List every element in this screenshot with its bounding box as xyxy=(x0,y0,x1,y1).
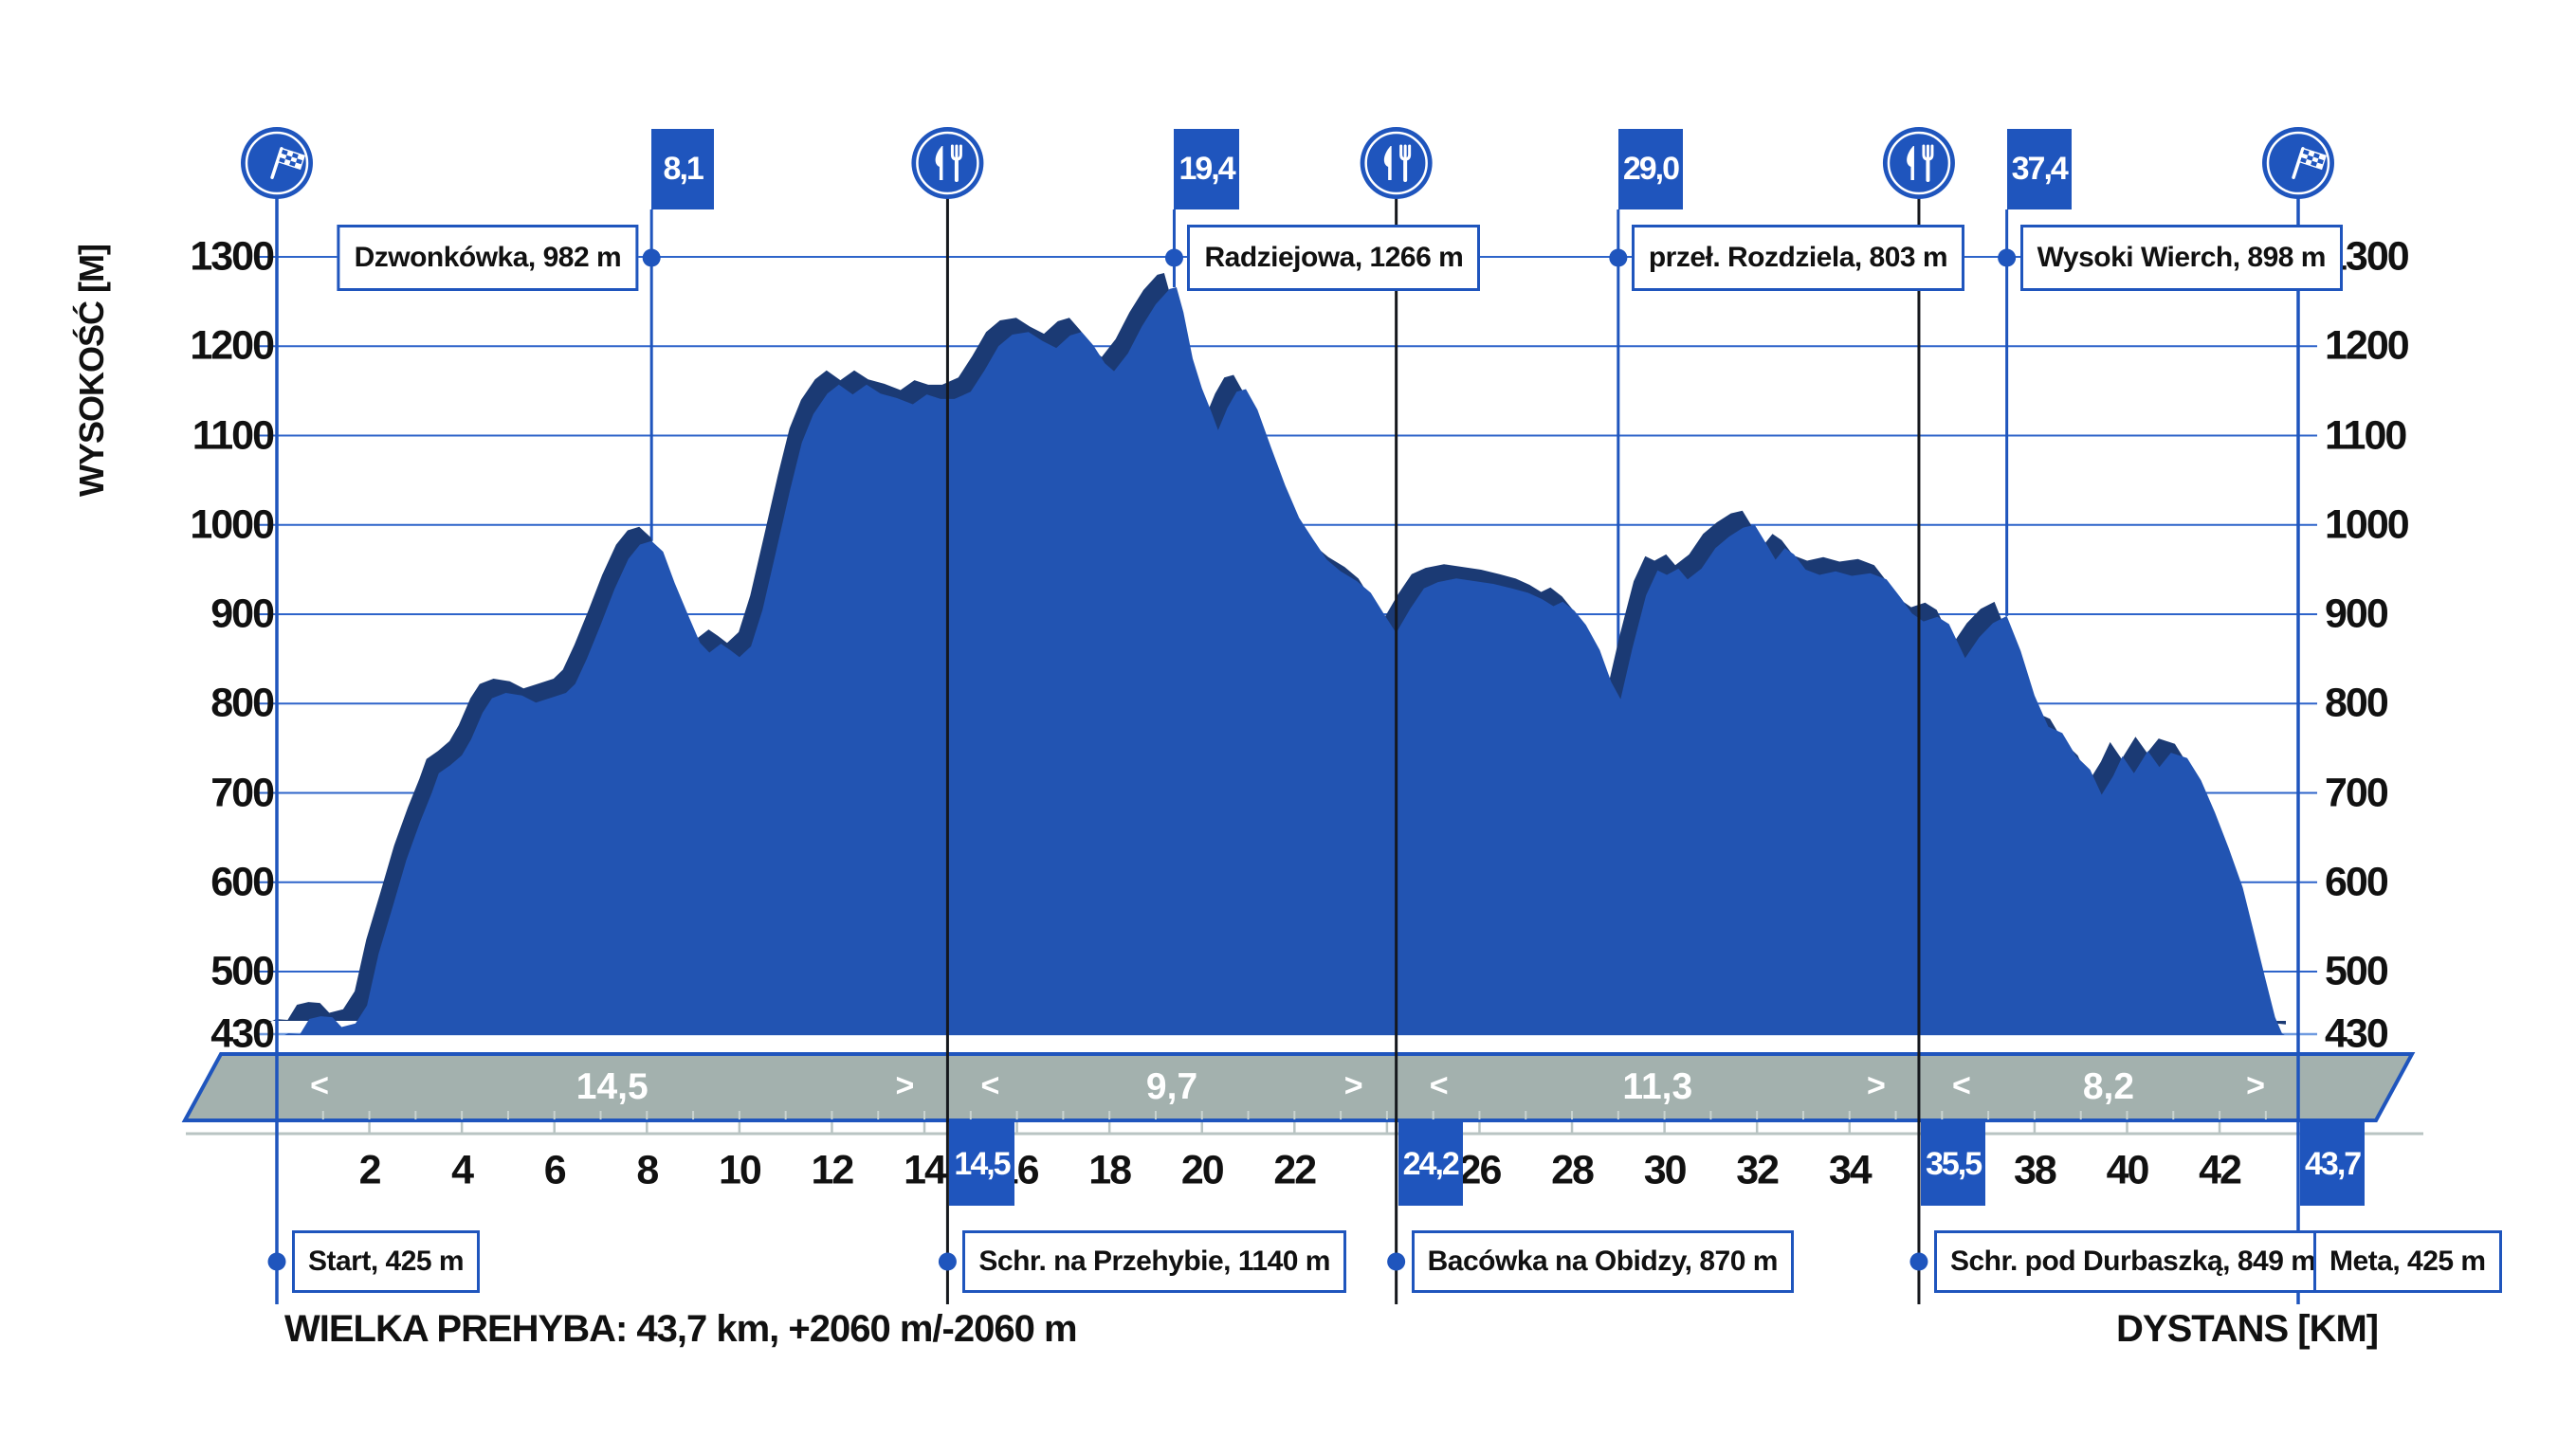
x-axis-label: 26 xyxy=(1458,1147,1503,1193)
y-axis-label-left: 430 xyxy=(210,1010,275,1057)
x-axis-label: 12 xyxy=(811,1147,855,1193)
profile-fill xyxy=(277,287,2298,1035)
peak-label: przeł. Rozdziela, 803 m xyxy=(1631,225,1965,291)
checkpoint-marker-dot xyxy=(1909,1252,1928,1271)
peak-km-badge: 19,4 xyxy=(1174,129,1239,209)
x-axis-label: 30 xyxy=(1643,1147,1688,1193)
x-axis-label: 20 xyxy=(1180,1147,1225,1193)
segment-distance: 9,7 xyxy=(1145,1066,1198,1107)
peak-marker-dot xyxy=(642,248,661,267)
y-axis-label-left: 1200 xyxy=(190,322,275,369)
food-station-icon xyxy=(1360,127,1433,199)
x-axis-label: 4 xyxy=(451,1147,474,1193)
segment-distance: 11,3 xyxy=(1622,1066,1693,1107)
checkpoint-label: Schr. na Przehybie, 1140 m xyxy=(962,1230,1346,1293)
y-axis-label-right: 800 xyxy=(2325,680,2389,726)
segment-arrow-right: > xyxy=(2246,1067,2265,1104)
y-axis-label-right: 1000 xyxy=(2325,501,2410,548)
y-axis-label-right: 900 xyxy=(2325,591,2389,637)
x-axis-label: 42 xyxy=(2199,1147,2242,1193)
checkpoint-marker-dot xyxy=(938,1252,957,1271)
x-km-badge: 43,7 xyxy=(2300,1122,2366,1206)
x-axis-label: 22 xyxy=(1273,1147,1317,1193)
y-axis-label-left: 1000 xyxy=(190,501,275,548)
segment-arrow-left: < xyxy=(1429,1067,1449,1104)
y-axis-label-left: 900 xyxy=(210,591,275,637)
checkpoint-label: Bacówka na Obidzy, 870 m xyxy=(1411,1230,1794,1293)
y-axis-label-right: 500 xyxy=(2325,948,2389,994)
segment-distance: 14,5 xyxy=(575,1066,649,1107)
peak-label: Dzwonkówka, 982 m xyxy=(337,225,639,291)
finish-flag-icon xyxy=(2262,127,2334,199)
y-axis-label-right: 430 xyxy=(2325,1010,2389,1057)
segment-distance: 8,2 xyxy=(2082,1066,2135,1107)
y-axis-label-right: 1200 xyxy=(2325,322,2410,369)
x-axis-label: 2 xyxy=(358,1147,382,1193)
food-station-icon xyxy=(911,127,984,199)
x-axis-label: 10 xyxy=(718,1147,762,1193)
checkpoint-label: Meta, 425 m xyxy=(2313,1230,2502,1293)
checkpoint-marker-dot xyxy=(1387,1252,1406,1271)
x-km-badge: 35,5 xyxy=(1920,1122,1986,1206)
x-axis-label: 18 xyxy=(1088,1147,1132,1193)
y-axis-label-left: 500 xyxy=(210,948,275,994)
segment-arrow-right: > xyxy=(1343,1067,1363,1104)
peak-km-badge: 37,4 xyxy=(2006,129,2072,209)
y-axis-label-left: 700 xyxy=(210,770,275,816)
peak-km-badge: 29,0 xyxy=(1617,129,1684,209)
elevation-profile-area xyxy=(265,273,2298,1035)
x-axis-label: 28 xyxy=(1551,1147,1595,1193)
peak-label: Radziejowa, 1266 m xyxy=(1187,225,1481,291)
x-axis-label: 8 xyxy=(636,1147,659,1193)
x-axis-label: 6 xyxy=(543,1147,567,1193)
checkpoint-label: Start, 425 m xyxy=(292,1230,481,1293)
peak-label: Wysoki Wierch, 898 m xyxy=(2019,225,2343,291)
food-station-icon xyxy=(1882,127,1955,199)
peak-marker-dot xyxy=(1998,248,2017,267)
y-axis-label-left: 1100 xyxy=(192,412,275,458)
segment-band xyxy=(181,1052,2416,1122)
segment-arrow-right: > xyxy=(1867,1067,1886,1104)
x-axis-label: 14 xyxy=(904,1147,947,1193)
y-axis-label-right: 700 xyxy=(2325,770,2389,816)
y-axis-label-left: 800 xyxy=(210,680,275,726)
x-km-badge: 14,5 xyxy=(949,1122,1014,1206)
y-axis-label-right: 600 xyxy=(2325,859,2389,905)
segment-arrow-left: < xyxy=(980,1067,1000,1104)
x-axis-label: 38 xyxy=(2013,1147,2057,1193)
x-axis-label: 32 xyxy=(1736,1147,1780,1193)
y-axis-title: WYSOKOŚĆ [M] xyxy=(72,245,111,497)
start-flag-icon xyxy=(241,127,313,199)
peak-km-badge: 8,1 xyxy=(651,129,715,209)
route-summary-title: WIELKA PREHYBA: 43,7 km, +2060 m/-2060 m xyxy=(284,1308,1078,1350)
checkpoint-marker-dot xyxy=(267,1252,286,1271)
peak-marker-dot xyxy=(1164,248,1183,267)
x-axis-title: DYSTANS [KM] xyxy=(2116,1308,2379,1350)
y-axis-label-left: 600 xyxy=(210,859,275,905)
y-axis-label-right: 1100 xyxy=(2325,412,2407,458)
checkpoint-label: Schr. pod Durbaszką, 849 m xyxy=(1933,1230,2332,1293)
peak-marker-dot xyxy=(1609,248,1628,267)
segment-arrow-left: < xyxy=(1952,1067,1971,1104)
x-axis-label: 40 xyxy=(2106,1147,2150,1193)
x-axis-label: 34 xyxy=(1828,1147,1873,1193)
y-axis-label-left: 1300 xyxy=(190,233,275,280)
segment-arrow-right: > xyxy=(895,1067,915,1104)
x-km-badge: 24,2 xyxy=(1398,1122,1463,1206)
segment-arrow-left: < xyxy=(310,1067,329,1104)
